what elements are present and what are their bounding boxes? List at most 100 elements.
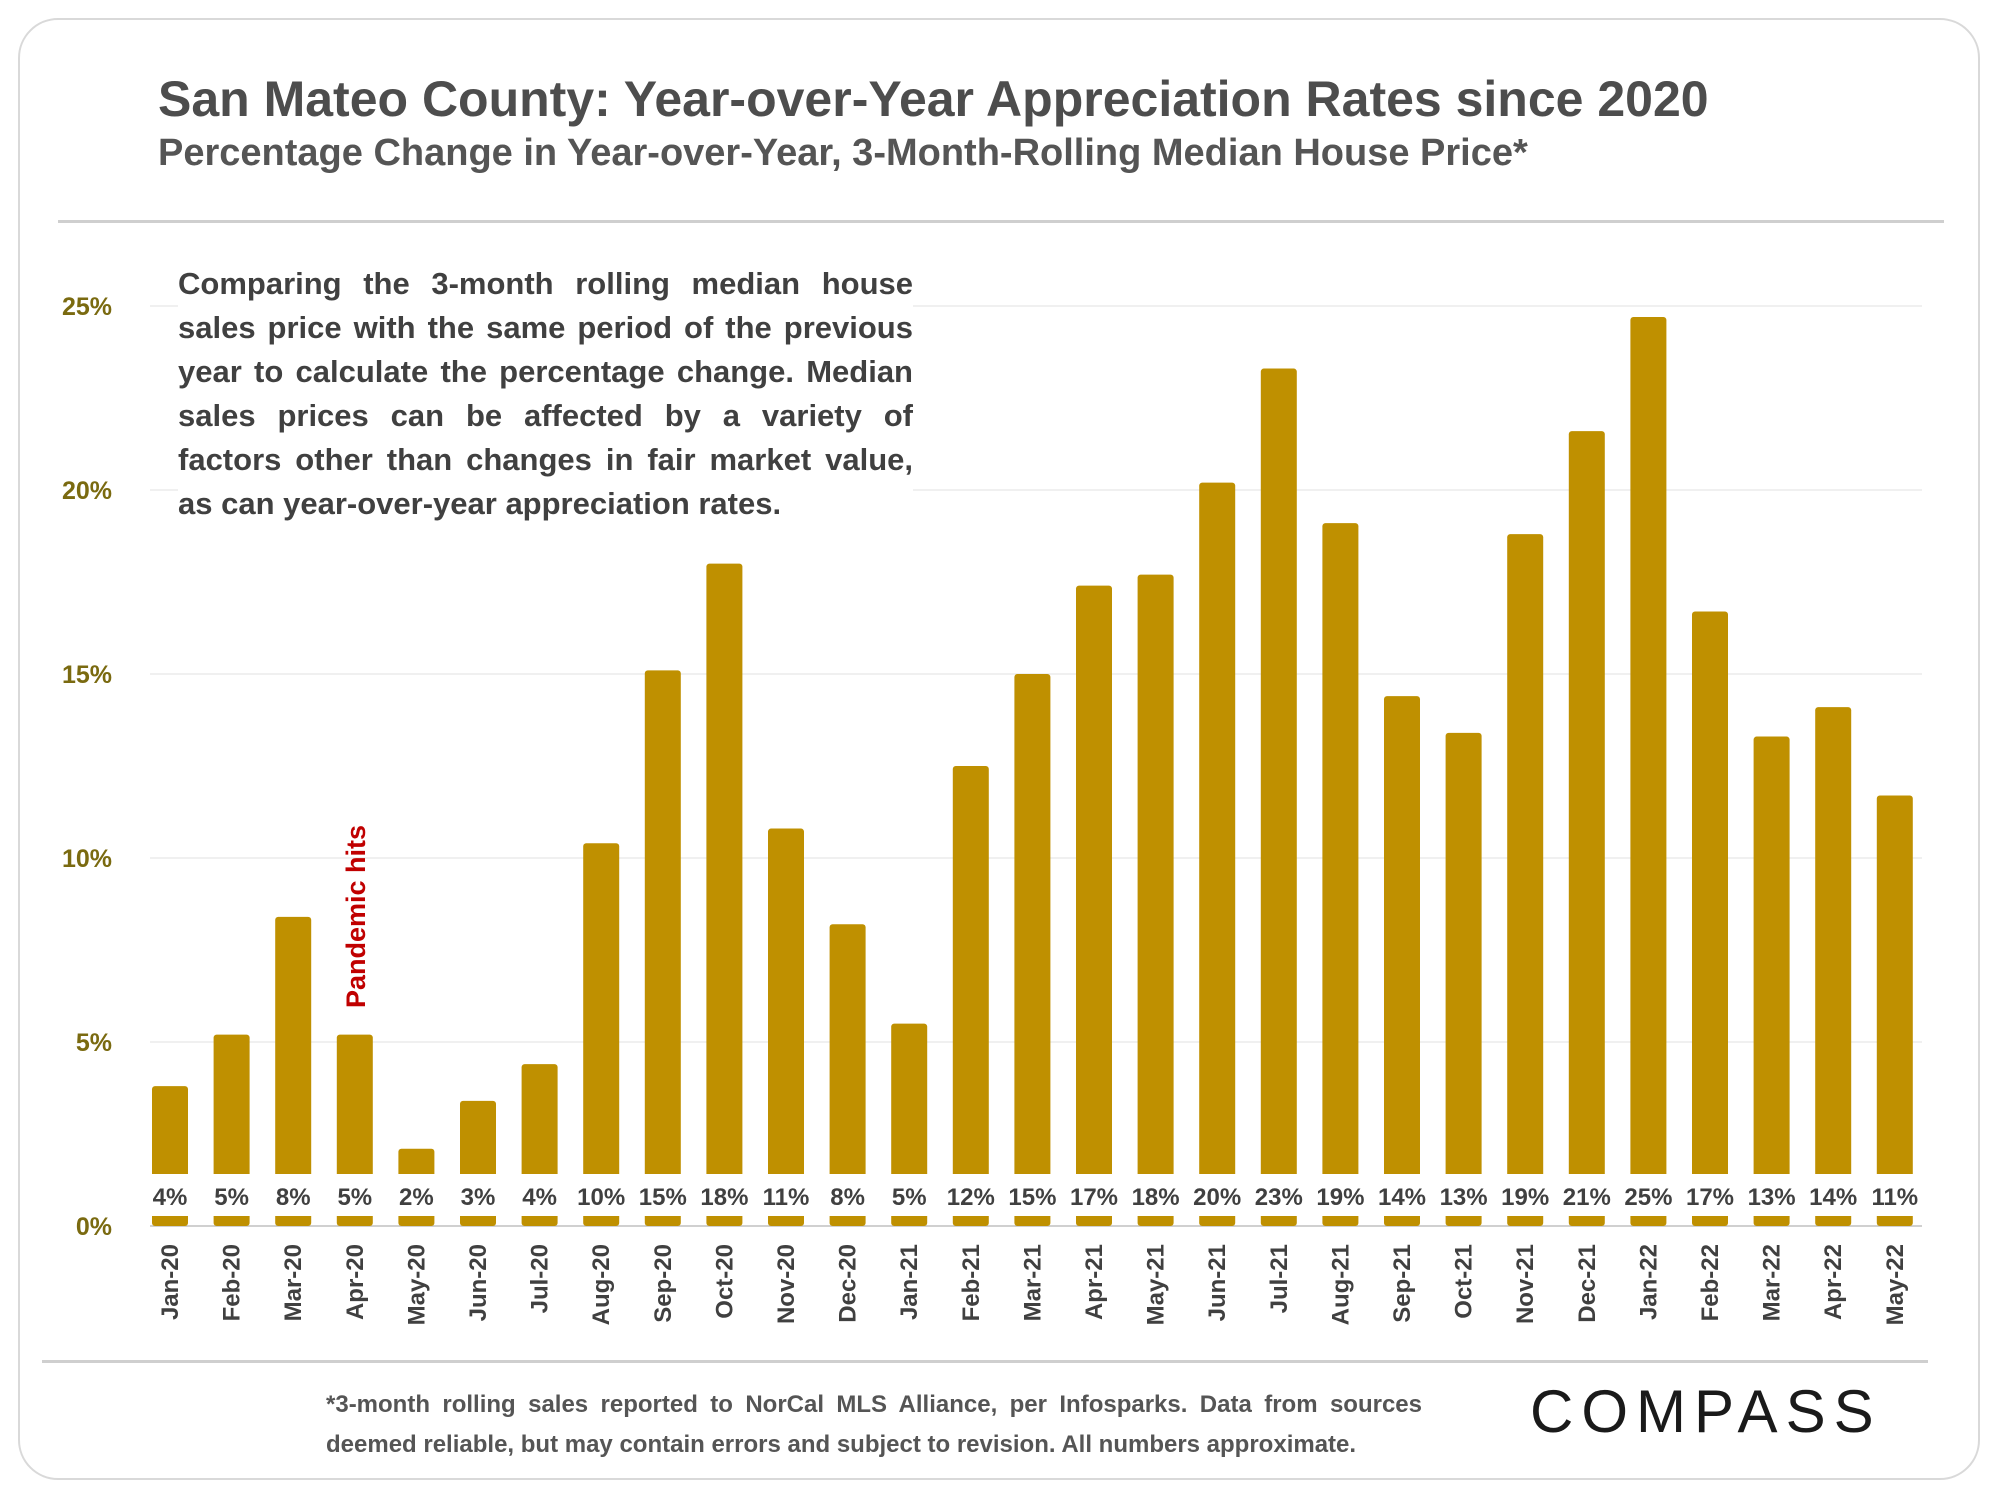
- y-tick-label: 5%: [76, 1029, 112, 1057]
- data-label-background: [263, 1174, 323, 1216]
- data-label-background: [1557, 1174, 1617, 1216]
- data-label-background: [1680, 1174, 1740, 1216]
- data-label: 10%: [577, 1184, 625, 1211]
- x-tick-label: Jan-22: [1635, 1244, 1662, 1320]
- bar: [1568, 431, 1605, 1226]
- y-axis: 0% 5% 10% 15% 20% 25%: [62, 293, 112, 1241]
- data-label: 18%: [1132, 1184, 1180, 1211]
- data-label-background: [325, 1174, 385, 1216]
- x-tick-label: May-20: [403, 1244, 430, 1325]
- data-label-background: [1741, 1174, 1802, 1216]
- data-label-background: [1865, 1174, 1925, 1216]
- data-label-background: [1310, 1174, 1371, 1216]
- x-tick-label: Apr-22: [1820, 1244, 1847, 1320]
- y-tick-label: 15%: [62, 661, 112, 689]
- data-label: 11%: [1871, 1184, 1918, 1211]
- data-label-background: [756, 1174, 816, 1216]
- bar: [1692, 611, 1728, 1226]
- pandemic-annotation: Pandemic hits: [341, 825, 371, 1008]
- data-label: 5%: [337, 1184, 372, 1211]
- data-label-background: [1002, 1174, 1063, 1216]
- data-label: 12%: [947, 1184, 995, 1211]
- data-label: 5%: [892, 1184, 927, 1211]
- data-label-background: [1064, 1174, 1124, 1216]
- data-label: 5%: [214, 1184, 249, 1211]
- data-label: 19%: [1501, 1184, 1549, 1211]
- bar: [1137, 574, 1174, 1226]
- data-label: 4%: [522, 1184, 557, 1211]
- bar: [1322, 523, 1359, 1226]
- x-tick-label: Mar-22: [1759, 1244, 1786, 1321]
- x-tick-label: Jun-20: [465, 1244, 492, 1321]
- data-label: 20%: [1193, 1184, 1241, 1211]
- bar: [275, 916, 312, 1226]
- data-label: 17%: [1686, 1184, 1734, 1211]
- bar: [644, 670, 681, 1226]
- x-tick-label: Sep-20: [650, 1244, 677, 1323]
- x-tick-label: Dec-20: [835, 1244, 862, 1323]
- data-label-background: [817, 1174, 878, 1216]
- data-labels: 4% 5% 8% 5% 2% 3% 4% 10% 15% 18% 11% 8% 5% 12% 15% 17% 1…: [153, 1184, 1919, 1211]
- x-tick-label: Nov-21: [1512, 1244, 1539, 1324]
- bar: [1753, 736, 1790, 1226]
- data-label: 3%: [461, 1184, 496, 1211]
- footnote: *3-month rolling sales reported to NorCa…: [326, 1391, 1422, 1458]
- bar: [1507, 534, 1544, 1226]
- data-label: 25%: [1624, 1184, 1672, 1211]
- x-tick-label: Dec-21: [1574, 1244, 1601, 1323]
- header-divider: [58, 220, 1944, 223]
- bar: [1384, 696, 1420, 1226]
- bar: [706, 563, 743, 1226]
- data-label-background: [1433, 1174, 1494, 1216]
- data-label-background: [633, 1174, 693, 1216]
- data-label-background: [1618, 1174, 1679, 1216]
- data-label: 14%: [1809, 1184, 1857, 1211]
- svg-text:COMPASS: COMPASS: [1530, 1378, 1882, 1445]
- data-label: 17%: [1070, 1184, 1118, 1211]
- data-label-background: [571, 1174, 631, 1216]
- y-tick-label: 20%: [62, 477, 112, 505]
- data-label-background: [1803, 1174, 1863, 1216]
- data-label-background: [879, 1174, 939, 1216]
- chart-subtitle: Percentage Change in Year-over-Year, 3-M…: [158, 132, 1528, 174]
- x-tick-label: Mar-20: [280, 1244, 307, 1321]
- data-label: 18%: [700, 1184, 748, 1211]
- data-label-background: [201, 1174, 262, 1216]
- x-tick-label: Nov-20: [773, 1244, 800, 1324]
- methodology-note: Comparing the 3-month rolling median hou…: [178, 262, 913, 526]
- bar: [1260, 368, 1297, 1226]
- bar: [1445, 732, 1482, 1226]
- compass-logo: COMPASS: [1530, 1378, 1882, 1445]
- data-label: 4%: [153, 1184, 188, 1211]
- bar: [1076, 585, 1112, 1226]
- x-tick-label: May-22: [1882, 1244, 1909, 1325]
- x-tick-label: Feb-21: [958, 1244, 985, 1321]
- bar: [1876, 795, 1913, 1226]
- data-label-background: [386, 1174, 447, 1216]
- data-label-background: [448, 1174, 508, 1216]
- data-label: 13%: [1440, 1184, 1488, 1211]
- data-label: 8%: [276, 1184, 311, 1211]
- bar: [829, 924, 866, 1226]
- x-tick-label: Oct-20: [711, 1244, 738, 1319]
- data-label-background: [1125, 1174, 1186, 1216]
- x-tick-label: Feb-22: [1697, 1244, 1724, 1321]
- data-label-background: [694, 1174, 755, 1216]
- x-tick-label: Jan-20: [157, 1244, 184, 1320]
- bar: [768, 828, 804, 1226]
- x-tick-label: Jun-21: [1204, 1244, 1231, 1321]
- x-tick-label: Oct-21: [1451, 1244, 1478, 1319]
- x-tick-label: Apr-20: [342, 1244, 369, 1320]
- data-label: 2%: [399, 1184, 434, 1211]
- y-tick-label: 10%: [62, 845, 112, 873]
- annotations: Pandemic hits: [341, 825, 371, 1008]
- bar: [1014, 674, 1051, 1226]
- x-tick-label: Mar-21: [1019, 1244, 1046, 1321]
- y-tick-label: 25%: [62, 293, 112, 321]
- data-label-background: [509, 1174, 570, 1216]
- x-tick-label: Sep-21: [1389, 1244, 1416, 1323]
- footer-divider: [42, 1360, 1928, 1363]
- x-tick-label: Jul-20: [527, 1244, 554, 1313]
- data-label: 14%: [1378, 1184, 1426, 1211]
